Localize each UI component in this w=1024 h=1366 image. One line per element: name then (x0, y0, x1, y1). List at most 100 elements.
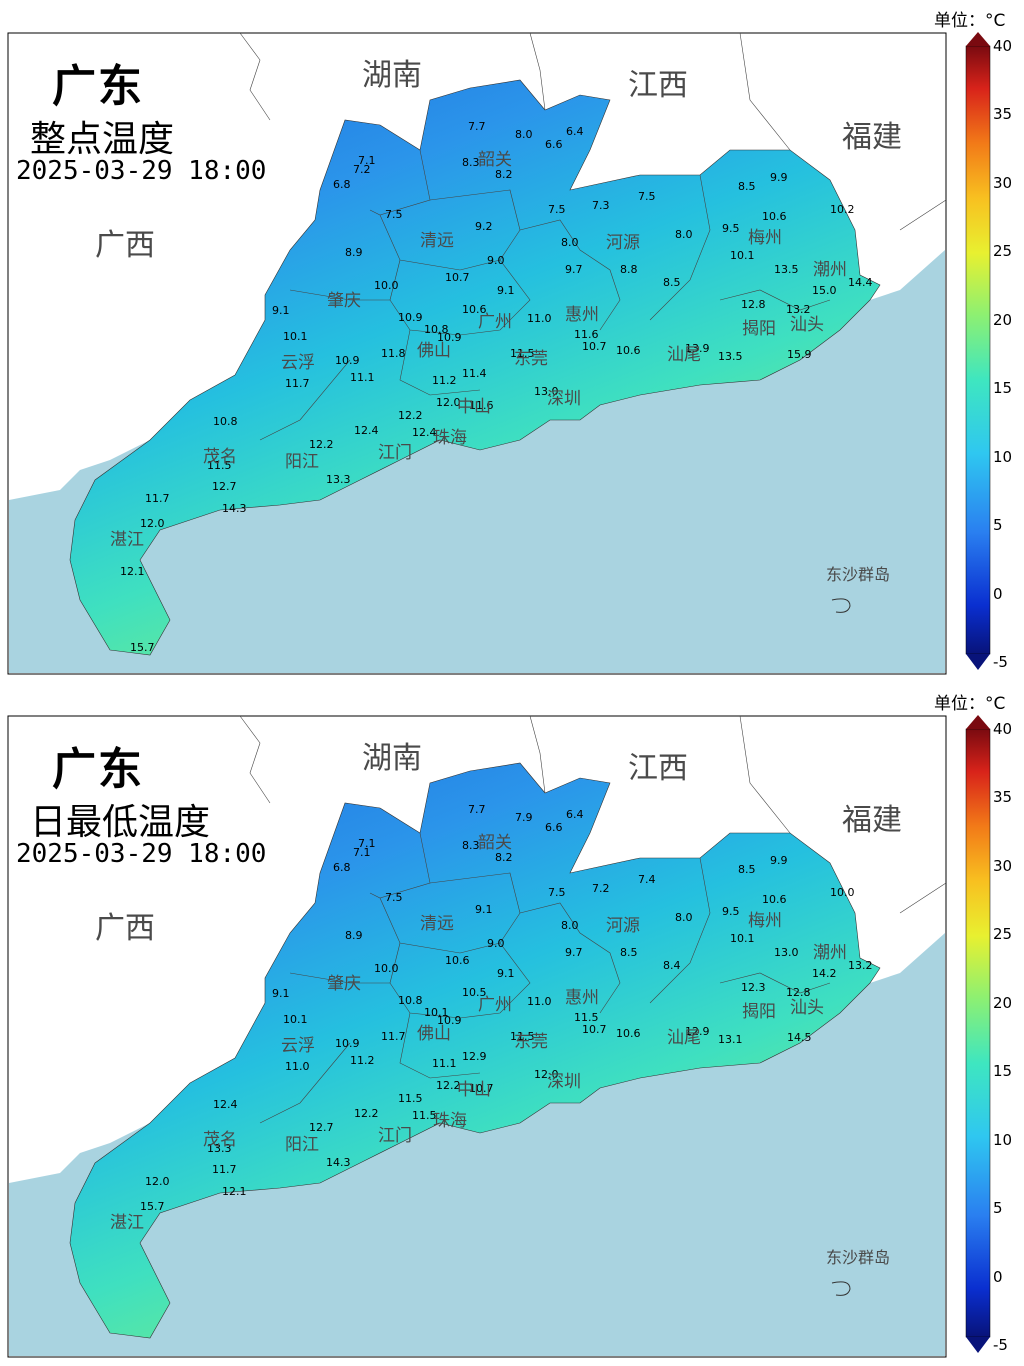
station-value: 7.5 (385, 208, 403, 221)
station-value: 6.8 (333, 178, 351, 191)
station-value: 11.5 (510, 1030, 535, 1043)
station-value: 7.4 (638, 873, 656, 886)
city-label: 广州 (478, 995, 512, 1015)
station-value: 8.0 (561, 236, 579, 249)
city-label: 湛江 (110, 1213, 144, 1233)
station-value: 8.5 (620, 946, 638, 959)
station-value: 12.4 (412, 426, 437, 439)
city-label: 佛山 (417, 1024, 451, 1044)
station-value: 9.1 (272, 304, 290, 317)
station-value: 8.2 (495, 851, 513, 864)
map-panel-daily-min-temperature: 7.7 7.9 6.4 6.6 7.1 7.1 6.8 8.3 8.2 7.5 7.2 7.4 8.5 9… (0, 683, 1024, 1366)
station-value: 10.8 (424, 323, 449, 336)
label-jiangxi: 江西 (628, 751, 688, 786)
colorbar-tick: 30 (993, 856, 1013, 875)
station-value: 14.5 (787, 1031, 812, 1044)
station-value: 12.2 (436, 1079, 461, 1092)
station-value: 12.8 (786, 986, 811, 999)
station-value: 10.1 (283, 1013, 308, 1026)
station-value: 13.3 (207, 1142, 232, 1155)
station-value: 12.2 (354, 1107, 379, 1120)
colorbar-tick: 35 (993, 105, 1013, 124)
station-value: 11.5 (510, 347, 535, 360)
timestamp: 2025-03-29 18:00 (16, 156, 267, 186)
city-label: 深圳 (547, 389, 581, 409)
station-value: 12.2 (398, 409, 423, 422)
colorbar-tick: 20 (993, 993, 1013, 1012)
station-value: 12.0 (534, 1068, 559, 1081)
station-value: 10.2 (830, 203, 855, 216)
station-value: 10.1 (730, 932, 755, 945)
city-label: 广州 (478, 312, 512, 332)
station-value: 10.1 (283, 330, 308, 343)
station-value: 12.2 (309, 438, 334, 451)
station-value: 7.5 (548, 886, 566, 899)
station-value: 10.8 (398, 994, 423, 1007)
city-label: 惠州 (565, 988, 599, 1008)
city-label: 揭阳 (742, 1002, 776, 1022)
station-value: 9.2 (475, 220, 493, 233)
station-value: 11.5 (412, 1109, 437, 1122)
station-value: 10.7 (445, 271, 470, 284)
city-label: 肇庆 (327, 291, 361, 311)
timestamp: 2025-03-29 18:00 (16, 839, 267, 869)
station-value: 11.7 (145, 492, 170, 505)
station-value: 8.3 (462, 156, 480, 169)
colorbar-tick: 25 (993, 242, 1013, 261)
colorbar-tick: 5 (993, 1199, 1003, 1218)
station-value: 7.2 (592, 882, 610, 895)
station-value: 12.0 (436, 396, 461, 409)
station-value: 12.1 (120, 565, 145, 578)
station-value: 7.5 (385, 891, 403, 904)
colorbar-tick: 10 (993, 1130, 1013, 1149)
station-value: 11.1 (432, 1057, 457, 1070)
station-value: 7.1 (358, 154, 376, 167)
region-title: 广东 (52, 61, 144, 112)
station-value: 11.0 (285, 1060, 310, 1073)
product-title: 日最低温度 (30, 802, 211, 843)
station-value: 8.5 (738, 180, 756, 193)
station-value: 7.1 (358, 837, 376, 850)
station-value: 10.5 (462, 986, 487, 999)
neighbor-borders (239, 32, 947, 231)
guangdong-temperature-field (69, 79, 881, 656)
city-label: 汕头 (790, 315, 824, 335)
station-value: 10.6 (762, 893, 787, 906)
station-value: 6.6 (545, 821, 563, 834)
unit-label: 单位：°C (934, 694, 1006, 714)
city-label: 茂名 (203, 447, 237, 467)
label-guangxi: 广西 (95, 228, 155, 263)
station-value: 9.0 (487, 254, 505, 267)
city-label: 阳江 (285, 1135, 319, 1155)
station-value: 14.4 (848, 276, 873, 289)
station-value: 8.4 (663, 959, 681, 972)
temperature-map: 7.7 8.0 6.46.6 7.17.26.8 8.3 8.2 7.5 7.3 7.5 8.5 9… (7, 32, 991, 675)
station-value: 9.7 (565, 263, 583, 276)
city-label: 潮州 (813, 260, 847, 280)
label-hunan: 湖南 (362, 741, 422, 776)
station-values: 7.77.9 6.46.67.17.16.88.38.27.57.27.48.59… (140, 803, 873, 1213)
city-label: 云浮 (281, 1036, 315, 1056)
station-value: 11.8 (381, 347, 406, 360)
boundary-lines (259, 832, 831, 1124)
label-fujian: 福建 (842, 803, 902, 838)
colorbar-max-arrow (966, 32, 990, 46)
city-label: 江门 (378, 443, 412, 463)
city-label: 汕头 (790, 998, 824, 1018)
station-value: 11.5 (398, 1092, 423, 1105)
station-value: 11.2 (350, 1054, 375, 1067)
station-value: 9.1 (497, 284, 515, 297)
station-value: 8.5 (663, 276, 681, 289)
station-value: 8.2 (495, 168, 513, 181)
colorbar-tick: 15 (993, 379, 1013, 398)
station-value: 10.7 (469, 1082, 494, 1095)
city-label: 汕尾 (667, 1028, 701, 1048)
city-label: 东莞 (514, 1032, 548, 1052)
map-panel-hourly-temperature: 7.7 8.0 6.4 6.6 7.1 7.2 6.8 8.3 8.2 7.5 7.3 7.5 8.5 9… (7, 11, 1013, 675)
station-value: 13.2 (786, 303, 811, 316)
station-value: 10.6 (762, 210, 787, 223)
city-label: 河源 (606, 916, 640, 936)
colorbar-tick: 10 (993, 447, 1013, 466)
product-title: 整点温度 (30, 119, 175, 160)
colorbar-tick: 15 (993, 1062, 1013, 1081)
